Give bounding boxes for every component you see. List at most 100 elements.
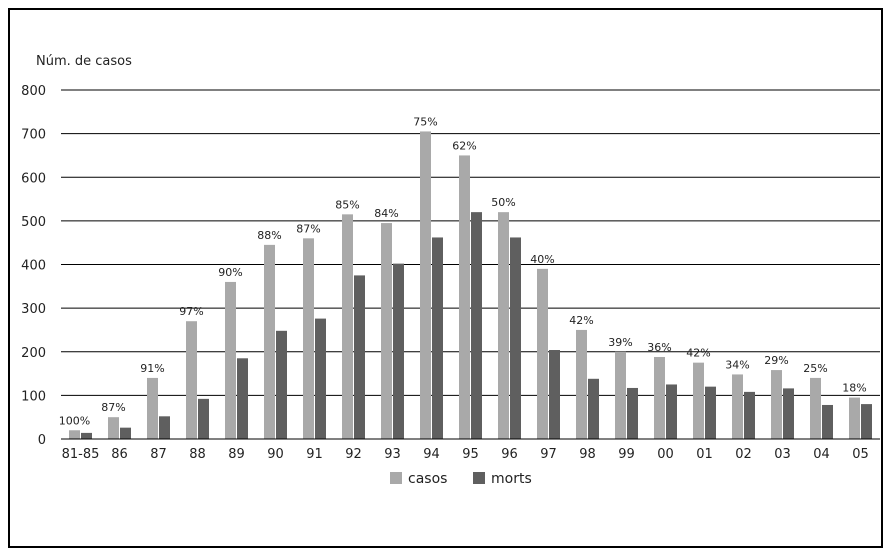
bar-morts [549,350,560,439]
data-label: 97% [179,305,203,318]
x-tick-label: 90 [267,447,284,462]
y-tick-label: 800 [21,84,46,99]
bar-casos [264,244,275,439]
bar-casos [498,212,509,439]
bar-chart: Núm. de casos 0100200300400500600700800 … [21,54,880,487]
x-tick-label: 95 [462,447,479,462]
x-tick-label: 03 [774,447,791,462]
data-label: 39% [608,336,632,349]
x-tick-label: 94 [423,447,440,462]
data-label: 34% [725,358,749,371]
bar-casos [420,131,431,439]
bar-casos [69,430,80,439]
bar-morts [237,358,248,439]
bar-morts [588,378,599,439]
x-tick-label: 88 [189,447,206,462]
x-tick-label: 86 [111,447,128,462]
x-tick-label: 98 [579,447,596,462]
y-tick-label: 500 [21,215,46,230]
bar-casos [108,417,119,439]
x-tick-label: 01 [696,447,713,462]
bars [69,131,872,439]
bar-morts [471,212,482,439]
bar-casos [810,377,821,439]
bar-casos [147,377,158,439]
chart-frame: Núm. de casos 0 100 200 300 400 500 600 700 800 … [8,8,883,548]
data-label: 25% [803,362,827,375]
bar-morts [861,404,872,439]
bar-morts [354,275,365,439]
data-label: 18% [842,382,866,395]
data-label: 87% [101,401,125,414]
data-labels: 100% 87% 91% 97% 90% 88% 87% 85% 84% 75% 62% 50% 40%… [59,115,867,427]
bar-casos [225,281,236,439]
bar-morts [81,432,92,439]
y-tick-label: 700 [21,128,46,143]
x-tick-label: 00 [657,447,674,462]
x-tick-label: 89 [228,447,245,462]
bar-morts [120,427,131,439]
x-tick-label: 04 [813,447,830,462]
bar-casos [537,268,548,439]
bar-casos [615,351,626,439]
y-axis-label: Núm. de casos [36,54,132,69]
data-label: 42% [569,314,593,327]
bar-casos [459,155,470,439]
bar-casos [303,238,314,439]
data-label: 42% [686,347,710,360]
y-tick-labels: 0 100 200 300 400 500 600 700 800 [21,84,46,448]
x-tick-label: 81-85 [62,447,100,462]
bar-morts [744,391,755,439]
bar-casos [732,374,743,439]
bar-casos [849,397,860,439]
x-tick-label: 87 [150,447,167,462]
y-tick-label: 300 [21,302,46,317]
bar-morts [666,384,677,439]
x-tick-label: 99 [618,447,635,462]
bar-morts [822,404,833,439]
gridlines [61,89,880,440]
bar-morts [432,237,443,439]
bar-morts [627,387,638,439]
data-label: 90% [218,266,242,279]
y-tick-label: 400 [21,259,46,274]
data-label: 84% [374,207,398,220]
legend-swatch-morts [473,472,485,484]
bar-casos [576,329,587,439]
bar-casos [771,370,782,439]
bar-morts [393,263,404,439]
data-label: 62% [452,139,476,152]
data-label: 87% [296,222,320,235]
bar-casos [381,223,392,439]
x-tick-label: 93 [384,447,401,462]
data-label: 36% [647,341,671,354]
bar-morts [198,398,209,439]
x-tick-label: 02 [735,447,752,462]
bar-morts [159,416,170,439]
bar-morts [705,386,716,439]
x-tick-label: 05 [852,447,869,462]
data-label: 75% [413,115,437,128]
data-label: 40% [530,253,554,266]
y-tick-label: 100 [21,389,46,404]
x-tick-label: 91 [306,447,323,462]
data-label: 91% [140,362,164,375]
x-tick-label: 92 [345,447,362,462]
data-label: 29% [764,354,788,367]
bar-casos [342,214,353,439]
legend: casos morts [390,471,532,487]
data-label: 88% [257,229,281,242]
x-tick-labels: 81-85 86 87 88 89 90 91 92 93 94 95 96 97 98 99 00 01 02 0… [62,447,869,462]
bar-casos [654,356,665,439]
legend-swatch-casos [390,472,402,484]
bar-morts [315,318,326,439]
bar-morts [276,330,287,439]
data-label: 50% [491,196,515,209]
legend-label-casos: casos [408,471,447,487]
bar-morts [510,237,521,439]
bar-morts [783,388,794,439]
y-tick-label: 600 [21,171,46,186]
legend-label-morts: morts [491,471,532,487]
x-tick-label: 97 [540,447,557,462]
data-label: 100% [59,414,90,427]
